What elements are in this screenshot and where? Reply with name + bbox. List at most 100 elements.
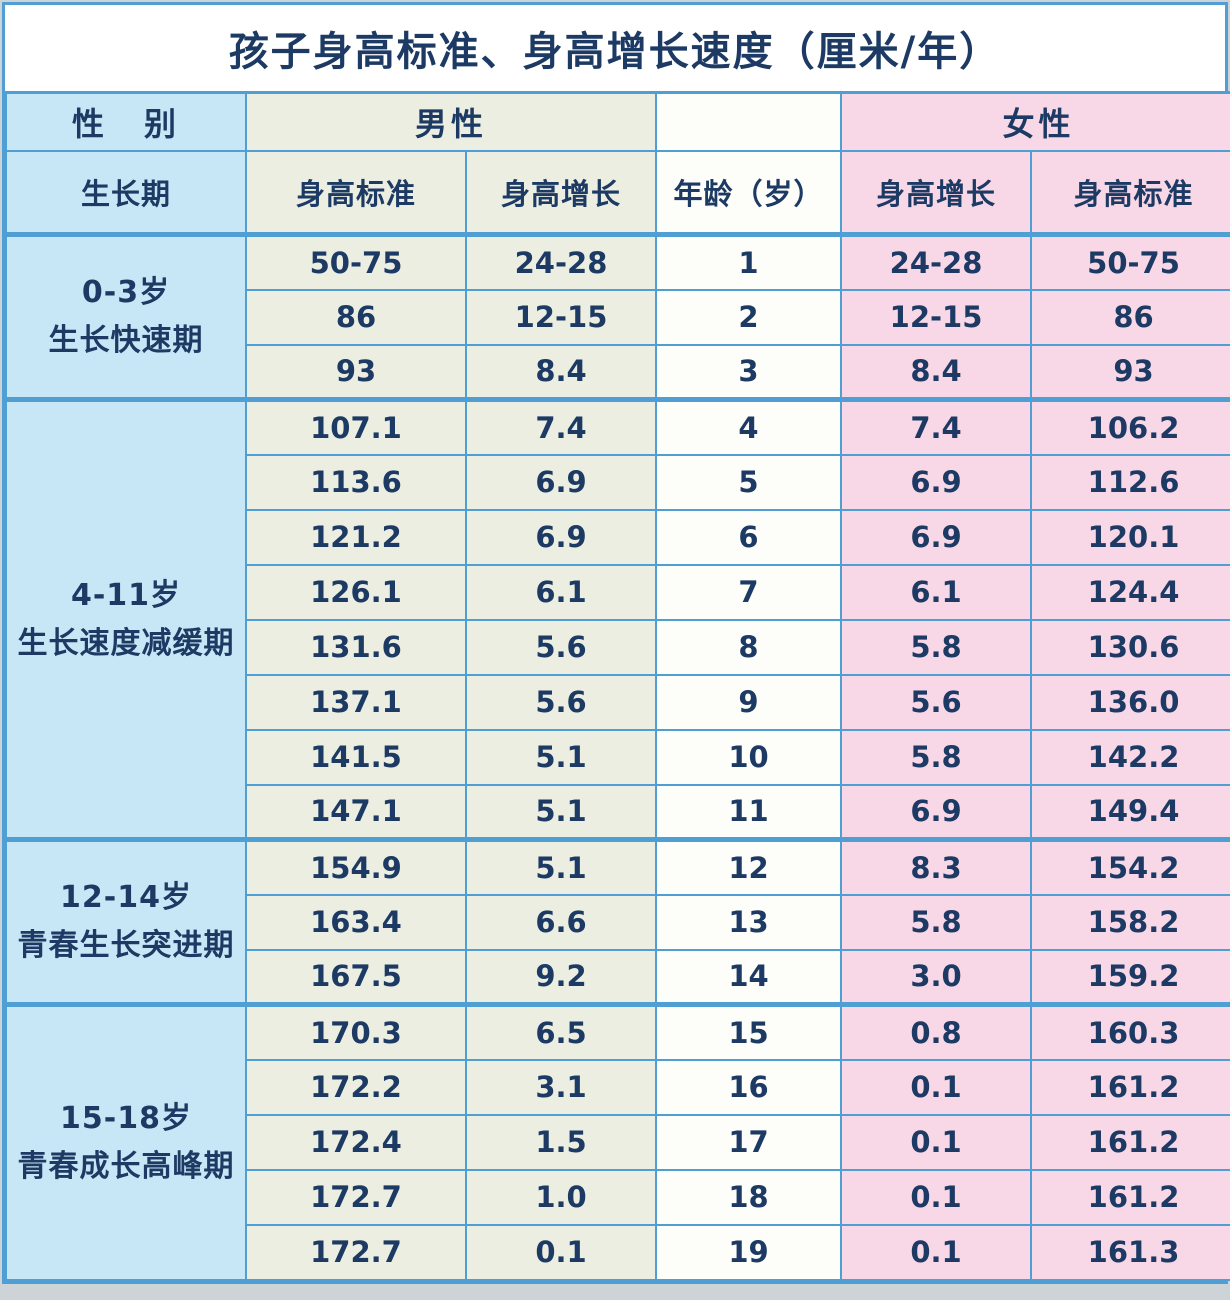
- female-std-cell: 50-75: [1030, 232, 1230, 291]
- female-growth-cell: 5.8: [840, 618, 1033, 676]
- male-std-cell: 170.3: [245, 1002, 467, 1061]
- male-growth-cell: 6.9: [464, 453, 658, 511]
- male-growth-cell: 5.6: [464, 673, 658, 731]
- table-row: 12-14岁 青春生长突进期 154.9 5.1 12 8.3 154.2: [5, 837, 1230, 1006]
- male-std-cell: 107.1: [245, 397, 467, 456]
- table-row: 172.7 0.1 19 0.1 161.3: [6, 1223, 1230, 1281]
- table-row: 93 8.4 3 8.4 93: [6, 343, 1230, 401]
- female-growth-cell: 6.1: [840, 563, 1033, 621]
- male-growth-cell: 6.9: [464, 508, 658, 566]
- age-cell: 5: [655, 453, 843, 511]
- period-desc-label: 青春成长高峰期: [17, 1148, 235, 1184]
- male-growth-cell: 5.1: [464, 728, 658, 786]
- female-growth-cell: 7.4: [840, 397, 1033, 456]
- period-cell: 0-3岁 生长快速期: [5, 232, 247, 401]
- period-desc-label: 青春生长突进期: [17, 928, 235, 963]
- table-row: 172.2 3.1 16 0.1 161.2: [6, 1058, 1230, 1116]
- female-std-cell: 124.4: [1030, 563, 1230, 621]
- female-growth-cell: 0.1: [840, 1058, 1033, 1116]
- period-range-label: 12-14岁: [60, 880, 192, 915]
- male-header-cell: 男性: [244, 91, 658, 152]
- female-std-cell: 161.2: [1030, 1113, 1230, 1171]
- female-growth-cell: 8.3: [840, 837, 1033, 896]
- male-growth-cell: 3.1: [464, 1058, 658, 1116]
- female-std-cell: 160.3: [1030, 1002, 1230, 1061]
- table-row: 86 12-15 2 12-15 86: [6, 288, 1230, 346]
- male-growth-cell: 24-28: [464, 232, 658, 291]
- period-range-label: 0-3岁: [81, 275, 171, 310]
- period-range-label: 15-18岁: [60, 1100, 192, 1136]
- female-std-cell: 161.2: [1030, 1168, 1230, 1226]
- female-std-cell: 106.2: [1030, 397, 1230, 456]
- height-table: 性 别 男性 女性 生长期 身高标准 身高增长 年龄（岁） 身高增长 身高标准 …: [5, 91, 1230, 1281]
- female-std-cell: 161.3: [1030, 1223, 1230, 1281]
- female-std-cell: 159.2: [1030, 948, 1230, 1006]
- age-cell: 6: [655, 508, 843, 566]
- period-desc-label: 生长速度减缓期: [17, 625, 235, 661]
- male-growth-cell: 5.1: [464, 783, 658, 841]
- male-std-cell: 172.4: [245, 1113, 467, 1171]
- female-growth-cell: 6.9: [840, 783, 1033, 841]
- age-cell: 19: [655, 1223, 843, 1281]
- female-growth-cell: 0.8: [840, 1002, 1033, 1061]
- female-growth-header-cell: 身高增长: [840, 149, 1033, 236]
- male-growth-cell: 6.6: [464, 893, 658, 951]
- female-std-header-cell: 身高标准: [1030, 149, 1230, 236]
- female-std-cell: 158.2: [1030, 893, 1230, 951]
- period-cell: 12-14岁青春生长突进期: [5, 837, 247, 1006]
- male-growth-cell: 12-15: [464, 288, 658, 346]
- female-growth-cell: 6.9: [840, 453, 1033, 511]
- age-cell: 18: [655, 1168, 843, 1226]
- female-growth-cell: 8.4: [840, 343, 1033, 401]
- female-std-cell: 120.1: [1030, 508, 1230, 566]
- male-growth-cell: 5.1: [464, 837, 658, 896]
- period-header-cell: 生长期: [5, 149, 247, 236]
- male-std-cell: 113.6: [245, 453, 467, 511]
- female-growth-cell: 5.8: [840, 893, 1033, 951]
- age-cell: 16: [655, 1058, 843, 1116]
- age-header-cell: 年龄（岁）: [655, 149, 843, 236]
- table-row: 15-18岁 青春成长高峰期 170.3 6.5 15 0.8 160.3: [5, 1002, 1230, 1281]
- header-row-columns: 生长期 身高标准 身高增长 年龄（岁） 身高增长 身高标准: [5, 149, 1230, 236]
- female-std-cell: 154.2: [1030, 837, 1230, 896]
- table-row: 172.4 1.5 17 0.1 161.2: [6, 1113, 1230, 1171]
- female-std-cell: 93: [1030, 343, 1230, 401]
- table-row: 131.6 5.6 8 5.8 130.6: [6, 618, 1230, 676]
- table-row: 137.1 5.6 9 5.6 136.0: [6, 673, 1230, 731]
- male-std-cell: 167.5: [245, 948, 467, 1006]
- age-cell: 8: [655, 618, 843, 676]
- male-std-cell: 154.9: [245, 837, 467, 896]
- female-std-cell: 142.2: [1030, 728, 1230, 786]
- age-cell: 12: [655, 837, 843, 896]
- age-cell: 2: [655, 288, 843, 346]
- male-growth-cell: 0.1: [464, 1223, 658, 1281]
- table-row: 126.1 6.1 7 6.1 124.4: [6, 563, 1230, 621]
- male-growth-cell: 1.0: [464, 1168, 658, 1226]
- age-cell: 3: [655, 343, 843, 401]
- table-header: 性 别 男性 女性 生长期 身高标准 身高增长 年龄（岁） 身高增长 身高标准: [5, 91, 1230, 236]
- male-std-cell: 50-75: [245, 232, 467, 291]
- female-growth-cell: 0.1: [840, 1113, 1033, 1171]
- male-std-cell: 131.6: [245, 618, 467, 676]
- female-std-cell: 136.0: [1030, 673, 1230, 731]
- male-growth-cell: 8.4: [464, 343, 658, 401]
- female-std-cell: 112.6: [1030, 453, 1230, 511]
- table-row: 141.5 5.1 10 5.8 142.2: [6, 728, 1230, 786]
- male-std-cell: 93: [245, 343, 467, 401]
- female-std-cell: 86: [1030, 288, 1230, 346]
- age-cell: 15: [655, 1002, 843, 1061]
- female-growth-cell: 5.8: [840, 728, 1033, 786]
- female-std-cell: 161.2: [1030, 1058, 1230, 1116]
- table-body: 0-3岁 生长快速期 50-75 24-28 1 24-28 50-75 86 12-15 2 12…: [5, 232, 1230, 1281]
- male-growth-cell: 6.1: [464, 563, 658, 621]
- female-std-cell: 149.4: [1030, 783, 1230, 841]
- table-row: 4-11岁 生长速度减缓期 107.1 7.4 4 7.4 106.2: [5, 397, 1230, 841]
- age-header-spacer: [655, 91, 843, 152]
- age-cell: 13: [655, 893, 843, 951]
- male-std-cell: 137.1: [245, 673, 467, 731]
- male-std-cell: 121.2: [245, 508, 467, 566]
- male-std-cell: 172.7: [245, 1168, 467, 1226]
- female-growth-cell: 3.0: [840, 948, 1033, 1006]
- table-row: 0-3岁 生长快速期 50-75 24-28 1 24-28 50-75: [5, 232, 1230, 401]
